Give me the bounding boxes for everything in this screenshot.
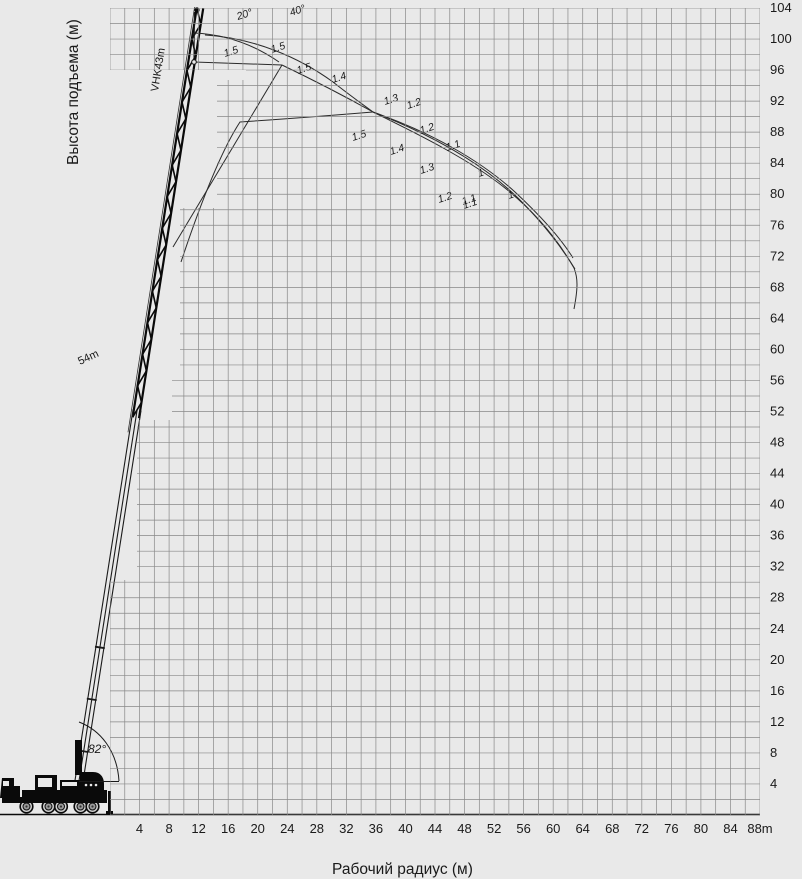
svg-text:48: 48 (770, 435, 784, 450)
svg-text:104: 104 (770, 0, 792, 15)
svg-text:4: 4 (770, 776, 777, 791)
svg-text:68: 68 (770, 279, 784, 294)
svg-text:48: 48 (457, 821, 471, 836)
svg-text:76: 76 (770, 217, 784, 232)
svg-text:36: 36 (770, 528, 784, 543)
svg-text:96: 96 (770, 62, 784, 77)
svg-text:64: 64 (575, 821, 589, 836)
svg-text:Рабочий радиус (м): Рабочий радиус (м) (332, 861, 473, 878)
svg-text:4: 4 (136, 821, 143, 836)
svg-text:84: 84 (770, 155, 784, 170)
svg-text:40: 40 (398, 821, 412, 836)
svg-text:24: 24 (770, 621, 784, 636)
svg-text:44: 44 (770, 466, 784, 481)
svg-text:92: 92 (770, 93, 784, 108)
svg-text:88: 88 (770, 124, 784, 139)
svg-text:44: 44 (428, 821, 442, 836)
svg-text:60: 60 (546, 821, 560, 836)
svg-text:16: 16 (221, 821, 235, 836)
svg-text:68: 68 (605, 821, 619, 836)
svg-text:28: 28 (310, 821, 324, 836)
svg-text:80: 80 (694, 821, 708, 836)
svg-text:28: 28 (770, 590, 784, 605)
svg-text:52: 52 (770, 404, 784, 419)
svg-text:16: 16 (770, 683, 784, 698)
svg-text:84: 84 (723, 821, 737, 836)
svg-text:32: 32 (770, 559, 784, 574)
svg-text:12: 12 (770, 714, 784, 729)
svg-text:82°: 82° (88, 742, 106, 756)
svg-text:12: 12 (191, 821, 205, 836)
svg-text:56: 56 (770, 373, 784, 388)
svg-text:32: 32 (339, 821, 353, 836)
svg-text:64: 64 (770, 310, 784, 325)
svg-text:52: 52 (487, 821, 501, 836)
svg-text:Высота подъема (м): Высота подъема (м) (65, 19, 82, 165)
svg-text:8: 8 (770, 745, 777, 760)
svg-text:72: 72 (635, 821, 649, 836)
svg-text:88m: 88m (747, 821, 772, 836)
svg-text:72: 72 (770, 248, 784, 263)
svg-text:76: 76 (664, 821, 678, 836)
svg-text:20: 20 (770, 652, 784, 667)
svg-text:56: 56 (516, 821, 530, 836)
svg-text:80: 80 (770, 186, 784, 201)
svg-text:60: 60 (770, 341, 784, 356)
svg-text:24: 24 (280, 821, 294, 836)
svg-text:20: 20 (250, 821, 264, 836)
svg-text:40: 40 (770, 497, 784, 512)
svg-text:36: 36 (369, 821, 383, 836)
svg-text:8: 8 (165, 821, 172, 836)
svg-text:100: 100 (770, 31, 792, 46)
